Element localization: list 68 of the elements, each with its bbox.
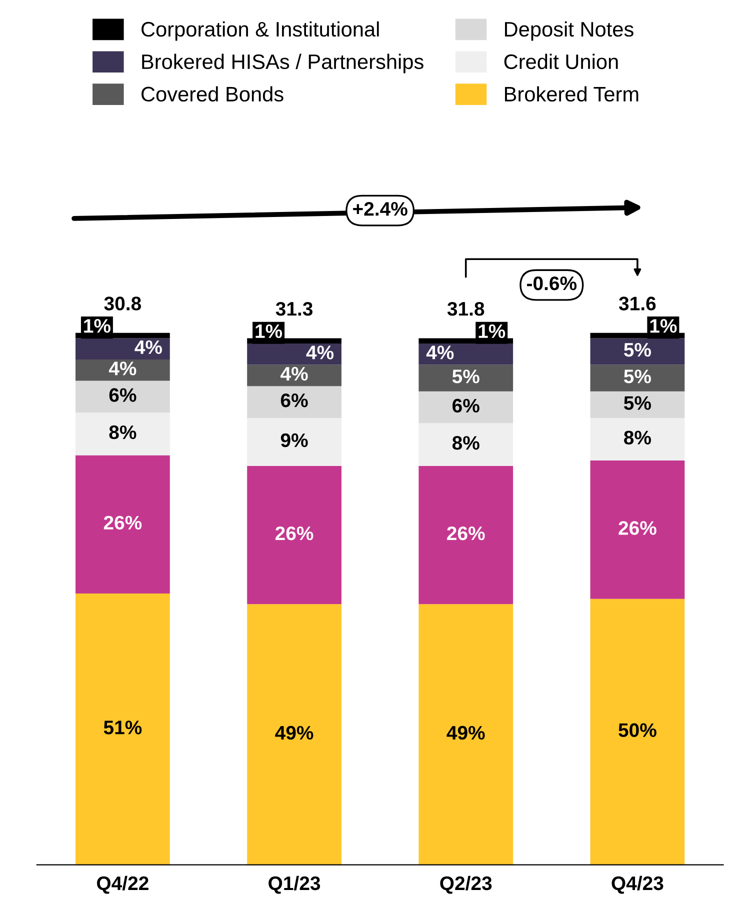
bar [590,364,685,392]
bar [590,391,685,418]
bar [418,364,514,392]
data-label: 8% [624,430,651,444]
bar [418,344,514,365]
bar [76,594,170,865]
data-label: 4% [306,346,334,360]
bar [247,344,342,365]
annotation: 30.8 [104,296,142,310]
data-label: 8% [109,425,136,440]
data-label: 26% [104,516,142,530]
bar [418,604,514,865]
bar [590,598,685,865]
data-label: 5% [624,370,651,384]
bar [247,418,342,466]
bar [76,455,170,594]
data-label: 1% [650,319,677,333]
bar [76,359,170,381]
data-label: 26% [447,526,485,540]
data-label: 1% [256,324,282,338]
data-label: 4% [280,366,308,381]
x-tick-label: Q4/22 [97,876,148,894]
data-label: 26% [618,521,656,535]
legend-label: Brokered HISAs / Partnerships [142,54,424,74]
data-label: 5% [624,396,651,410]
bar [76,412,170,456]
x-tick-label: Q4/23 [612,876,664,894]
bar [418,423,514,466]
legend-label: Covered Bonds [142,86,284,102]
bar [247,364,342,386]
data-label: 51% [104,720,142,734]
annotation: 31.3 [276,302,312,316]
data-label: 4% [108,362,136,376]
bar [590,460,685,599]
data-label: 9% [280,433,308,448]
x-tick-label: Q1/23 [268,876,320,894]
bar [247,466,342,604]
data-label: 50% [618,723,656,738]
data-label: 8% [452,436,480,450]
data-label: 6% [109,388,136,402]
text: +2.4% [353,202,408,216]
data-label: 1% [478,324,506,338]
annotation: 31.8 [447,302,484,316]
legend-label: Credit Union [504,54,618,70]
data-label: 4% [134,340,162,354]
bar [418,466,514,604]
legend-label: Brokered Term [505,86,638,102]
data-label: 4% [426,346,454,360]
text: -0.6% [527,276,577,290]
data-label: 6% [452,398,480,413]
data-label: 5% [452,370,480,384]
annotation: 31.6 [618,296,656,310]
data-label: 5% [624,342,651,357]
bar [247,386,342,418]
bar [76,380,170,413]
data-label: 49% [446,726,485,740]
bar [418,391,514,424]
data-label: 6% [280,393,308,408]
bar [247,604,342,865]
legend-label: Deposit Notes [505,21,634,41]
data-label: 26% [275,526,314,540]
bar [590,418,685,461]
legend-label: Corporation & Institutional [142,21,379,41]
bar [76,338,170,360]
bar [590,338,685,365]
x-tick-label: Q2/23 [440,876,492,894]
data-label: 49% [275,726,314,740]
data-label: 1% [84,319,110,333]
